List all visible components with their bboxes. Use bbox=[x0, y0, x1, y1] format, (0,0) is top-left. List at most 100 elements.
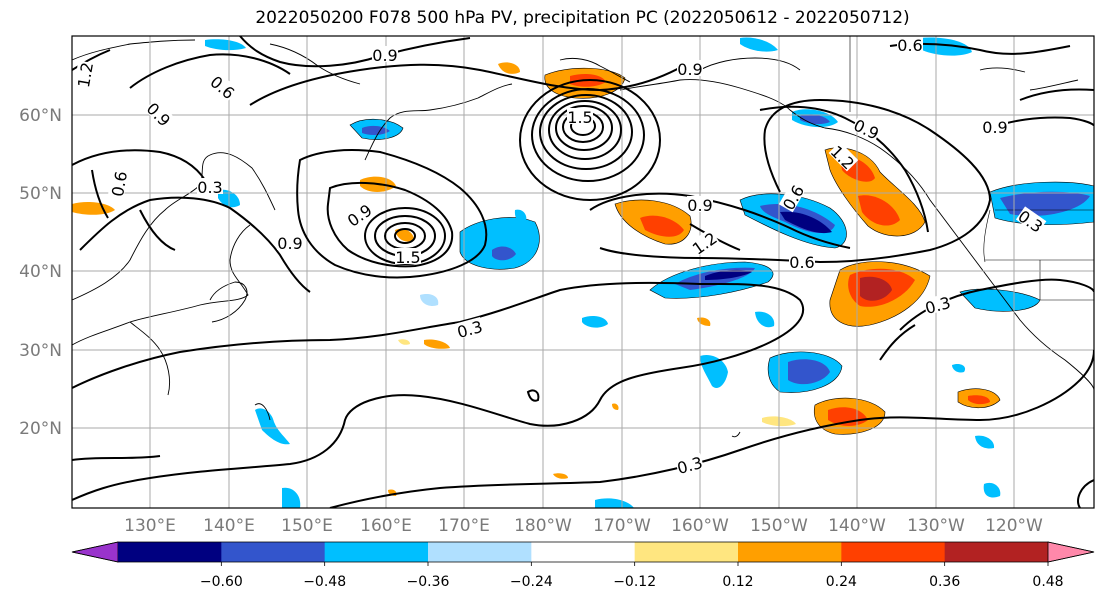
precip-region bbox=[968, 395, 990, 405]
pv-label-bg bbox=[208, 71, 239, 101]
pv-label-bg bbox=[922, 292, 953, 316]
pv-label-text: 0.3 bbox=[197, 178, 222, 197]
colorbar-tick-label: 0.48 bbox=[1032, 574, 1063, 590]
graticule bbox=[72, 36, 1094, 508]
pv-label-bg bbox=[897, 36, 923, 52]
longitude-label: 130°W bbox=[907, 516, 965, 536]
colorbar-segment bbox=[324, 542, 429, 562]
precip-region bbox=[640, 215, 684, 237]
precip-region bbox=[498, 62, 520, 74]
precip-region bbox=[595, 498, 634, 508]
pv-label-text: 1.5 bbox=[567, 108, 592, 127]
precip-region bbox=[952, 363, 966, 373]
precip-region bbox=[362, 125, 390, 136]
pv-label-text: 0.9 bbox=[687, 196, 712, 215]
pv-label-text: 0.6 bbox=[108, 170, 131, 198]
pv-label-bg bbox=[674, 452, 705, 476]
colorbar-min-extend bbox=[71, 541, 119, 563]
coastlines bbox=[72, 39, 1094, 438]
political-borders bbox=[849, 36, 1094, 301]
longitude-label: 140°W bbox=[828, 516, 886, 536]
pv-label-bg bbox=[73, 60, 95, 89]
pv-label-bg bbox=[343, 200, 375, 229]
pv-label: 0.3 bbox=[922, 292, 953, 318]
pv-label: 0.9 bbox=[982, 118, 1008, 137]
pv-label-text: 0.9 bbox=[677, 60, 702, 79]
pv-label-bg bbox=[454, 316, 485, 340]
longitude-label: 180°W bbox=[514, 516, 572, 536]
precip-region bbox=[920, 37, 972, 56]
precip-region bbox=[788, 359, 830, 385]
map-plot-area: 1.2 0.60.90.30.91.50.90.91.50.30.91.20.60… bbox=[72, 36, 1094, 508]
precip-region bbox=[975, 435, 995, 449]
pv-label-bg bbox=[567, 108, 593, 124]
pv-label-bg bbox=[789, 253, 815, 269]
pv-label: 0.9 bbox=[277, 234, 303, 253]
precip-region bbox=[705, 269, 752, 280]
latitude-label: 20°N bbox=[19, 419, 62, 439]
precip-region bbox=[492, 246, 516, 261]
colorbar-segment bbox=[841, 542, 946, 562]
colorbar-max-extend bbox=[1047, 541, 1095, 563]
colorbar-tick-label: −0.24 bbox=[510, 574, 553, 590]
pv-label-bg bbox=[688, 228, 720, 257]
colorbar bbox=[71, 541, 1095, 563]
longitude-label: 140°E bbox=[203, 516, 255, 536]
precip-region bbox=[424, 339, 450, 349]
colorbar-outline bbox=[71, 541, 1095, 563]
latitude-label: 50°N bbox=[19, 184, 62, 204]
pv-label-text: 0.9 bbox=[277, 234, 302, 253]
longitude-label: 120°W bbox=[985, 516, 1043, 536]
pv-label-bg bbox=[395, 248, 421, 264]
pv-contours bbox=[72, 36, 1094, 508]
map-frame bbox=[71, 35, 1095, 509]
pv-label-text: 0.6 bbox=[897, 36, 922, 55]
pv-label-text: 0.9 bbox=[372, 46, 397, 65]
colorbar-tick-label: −0.12 bbox=[613, 574, 656, 590]
pv-label-text: 0.6 bbox=[789, 253, 814, 272]
pv-label-text: 1.2 bbox=[74, 61, 97, 89]
precip-region bbox=[398, 339, 410, 345]
precip-region bbox=[740, 37, 778, 52]
precip-region bbox=[983, 482, 1001, 498]
colorbar-segment bbox=[428, 542, 532, 562]
longitude-label: 170°E bbox=[438, 516, 490, 536]
precip-region bbox=[395, 228, 414, 242]
pv-label-bg bbox=[851, 115, 883, 141]
latitude-label: 40°N bbox=[19, 262, 62, 282]
pv-label-bg bbox=[828, 141, 859, 172]
longitude-label: 160°E bbox=[360, 516, 412, 536]
longitude-label: 160°W bbox=[671, 516, 729, 536]
colorbar-tick-labels: −0.60 −0.48 −0.36 −0.24 −0.12 0.12 0.24 0.36 0.4… bbox=[200, 562, 1064, 590]
map-title: 2022050200 F078 500 hPa PV, precipitatio… bbox=[255, 8, 910, 28]
latitude-labels: 60°N 50°N 40°N 30°N 20°N bbox=[19, 106, 62, 439]
longitude-labels: 130°E 140°E 150°E 160°E 170°E 180°W 170°W 160°W… bbox=[124, 516, 1043, 536]
precip-region bbox=[420, 294, 439, 306]
pv-label: 0.6 bbox=[107, 169, 131, 198]
pv-label-bg bbox=[277, 234, 303, 250]
pv-label-bg bbox=[677, 60, 703, 76]
pv-label: 0.9 bbox=[372, 46, 398, 65]
colorbar-tick-label: 0.36 bbox=[929, 574, 960, 590]
precip-region bbox=[860, 276, 892, 301]
colorbar-segment bbox=[738, 542, 842, 562]
pv-label-bg bbox=[197, 178, 223, 194]
precip-region bbox=[205, 39, 246, 51]
pv-label: 1.5 bbox=[395, 248, 421, 267]
colorbar-segment bbox=[531, 542, 636, 562]
pv-label-text: 1.5 bbox=[395, 248, 420, 267]
pv-label-bg bbox=[144, 98, 175, 129]
colorbar-tick-label: −0.60 bbox=[200, 574, 243, 590]
pv-label: 1.5 bbox=[567, 108, 593, 127]
latitude-label: 30°N bbox=[19, 341, 62, 361]
pv-label-bg bbox=[107, 169, 129, 198]
pv-label-bg bbox=[982, 118, 1008, 134]
precip-region bbox=[459, 217, 540, 270]
pv-label-bg bbox=[687, 196, 713, 212]
pv-label-bg bbox=[778, 181, 806, 213]
precip-region bbox=[553, 473, 568, 479]
longitude-label: 150°E bbox=[281, 516, 333, 536]
pv-label-text: 0.9 bbox=[982, 118, 1007, 137]
precip-region bbox=[514, 209, 527, 223]
